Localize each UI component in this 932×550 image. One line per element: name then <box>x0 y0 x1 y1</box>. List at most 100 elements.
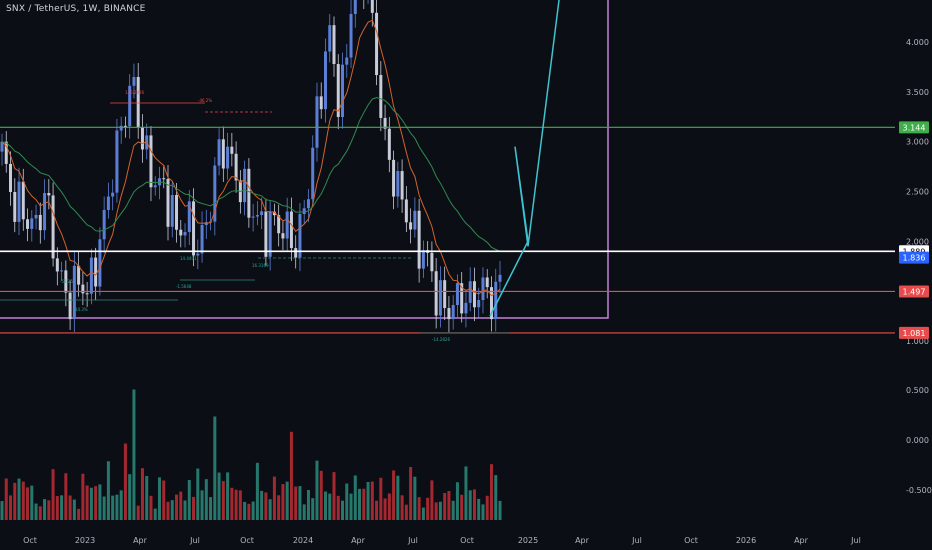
candle-body <box>498 274 502 282</box>
y-tick-label: 4.000 <box>906 38 929 47</box>
volume-bar <box>498 500 502 520</box>
x-tick-label: 2026 <box>736 536 756 545</box>
candle-body <box>328 25 332 52</box>
volume-bar <box>383 498 387 520</box>
candle-body <box>81 284 85 294</box>
volume-bar <box>370 481 374 520</box>
volume-bar <box>149 495 153 520</box>
measure-annotation: -53.25 <box>60 279 73 284</box>
candle-body <box>243 168 247 203</box>
volume-bar <box>192 496 196 520</box>
measure-annotation: 146.2426 <box>125 90 145 95</box>
candle-body <box>102 210 106 240</box>
candle-body <box>179 229 183 236</box>
candle-body <box>226 146 230 169</box>
volume-bar <box>430 480 434 520</box>
volume-bar <box>455 482 459 520</box>
x-tick-label: 2025 <box>518 536 538 545</box>
volume-bar <box>9 495 13 520</box>
volume-bar <box>247 503 251 520</box>
volume-bar <box>226 472 230 520</box>
candle-body <box>268 211 272 257</box>
candle-body <box>455 283 459 306</box>
candle-body <box>123 125 127 127</box>
volume-bar <box>366 482 370 520</box>
candle-body <box>417 210 421 269</box>
candle-body <box>294 248 298 258</box>
candle-body <box>413 210 417 230</box>
measure-annotation: 14.4401 <box>180 256 197 261</box>
volume-bar <box>111 495 115 520</box>
volume-bar <box>255 462 259 520</box>
ema-fast-line <box>1 19 501 297</box>
candle-body <box>485 277 489 288</box>
candle-body <box>409 222 413 230</box>
x-tick-label: Jul <box>631 536 642 545</box>
candle-body <box>306 199 310 209</box>
y-tick-label: 3.000 <box>906 138 929 147</box>
candle-body <box>60 270 64 272</box>
volume-bar <box>328 493 332 520</box>
volume-bar <box>396 475 400 520</box>
candle-body <box>221 139 225 169</box>
x-tick-label: 2024 <box>293 536 313 545</box>
candle-body <box>213 165 217 222</box>
candle-body <box>400 171 404 200</box>
volume-bar <box>81 473 85 520</box>
candle-body <box>119 125 123 131</box>
x-tick-label: Apr <box>133 536 148 545</box>
volume-bar <box>464 466 468 520</box>
volume-bar <box>451 500 455 520</box>
y-tick-label: 3.500 <box>906 88 929 97</box>
volume-bar <box>438 501 442 520</box>
candle-body <box>370 0 374 13</box>
level-price-label: 1.497 <box>903 287 926 296</box>
volume-bar <box>289 431 293 520</box>
candle-body <box>26 219 30 229</box>
volume-bar <box>4 478 8 520</box>
volume-bar <box>472 489 476 520</box>
candle-body <box>115 130 119 193</box>
candle-body <box>30 218 34 229</box>
volume-bar <box>443 492 447 520</box>
volume-bar <box>140 468 144 520</box>
volume-bar <box>332 472 336 520</box>
x-tick-label: Jul <box>189 536 200 545</box>
volume-bar <box>400 495 404 520</box>
volume-bar <box>447 491 451 520</box>
volume-bar <box>217 472 221 520</box>
volume-bar <box>230 487 234 520</box>
volume-bar <box>72 499 76 520</box>
y-tick-label: 2.500 <box>906 188 929 197</box>
volume-bar <box>323 491 327 520</box>
volume-bar <box>302 504 306 520</box>
volume-bar <box>55 496 59 520</box>
candle-body <box>17 181 21 222</box>
volume-bar <box>26 487 30 520</box>
volume-bar <box>315 460 319 520</box>
candle-body <box>494 281 498 320</box>
volume-bar <box>311 498 315 520</box>
candle-body <box>396 171 400 197</box>
volume-bar <box>119 490 123 520</box>
volume-bar <box>209 497 213 520</box>
candle-body <box>64 270 68 293</box>
candle-body <box>98 239 102 287</box>
candle-body <box>264 211 268 257</box>
volume-bar <box>362 488 366 520</box>
candle-body <box>438 280 442 316</box>
volume-bar <box>238 490 242 520</box>
volume-bar <box>379 477 383 520</box>
candle-body <box>323 51 327 110</box>
candle-body <box>132 76 136 86</box>
candle-body <box>55 258 59 272</box>
candle-body <box>217 139 221 166</box>
volume-bar <box>68 495 72 520</box>
volume-bar <box>260 490 264 520</box>
candle-body <box>289 211 293 249</box>
candle-body <box>302 208 306 215</box>
candle-body <box>34 214 38 219</box>
volume-bar <box>187 480 191 520</box>
